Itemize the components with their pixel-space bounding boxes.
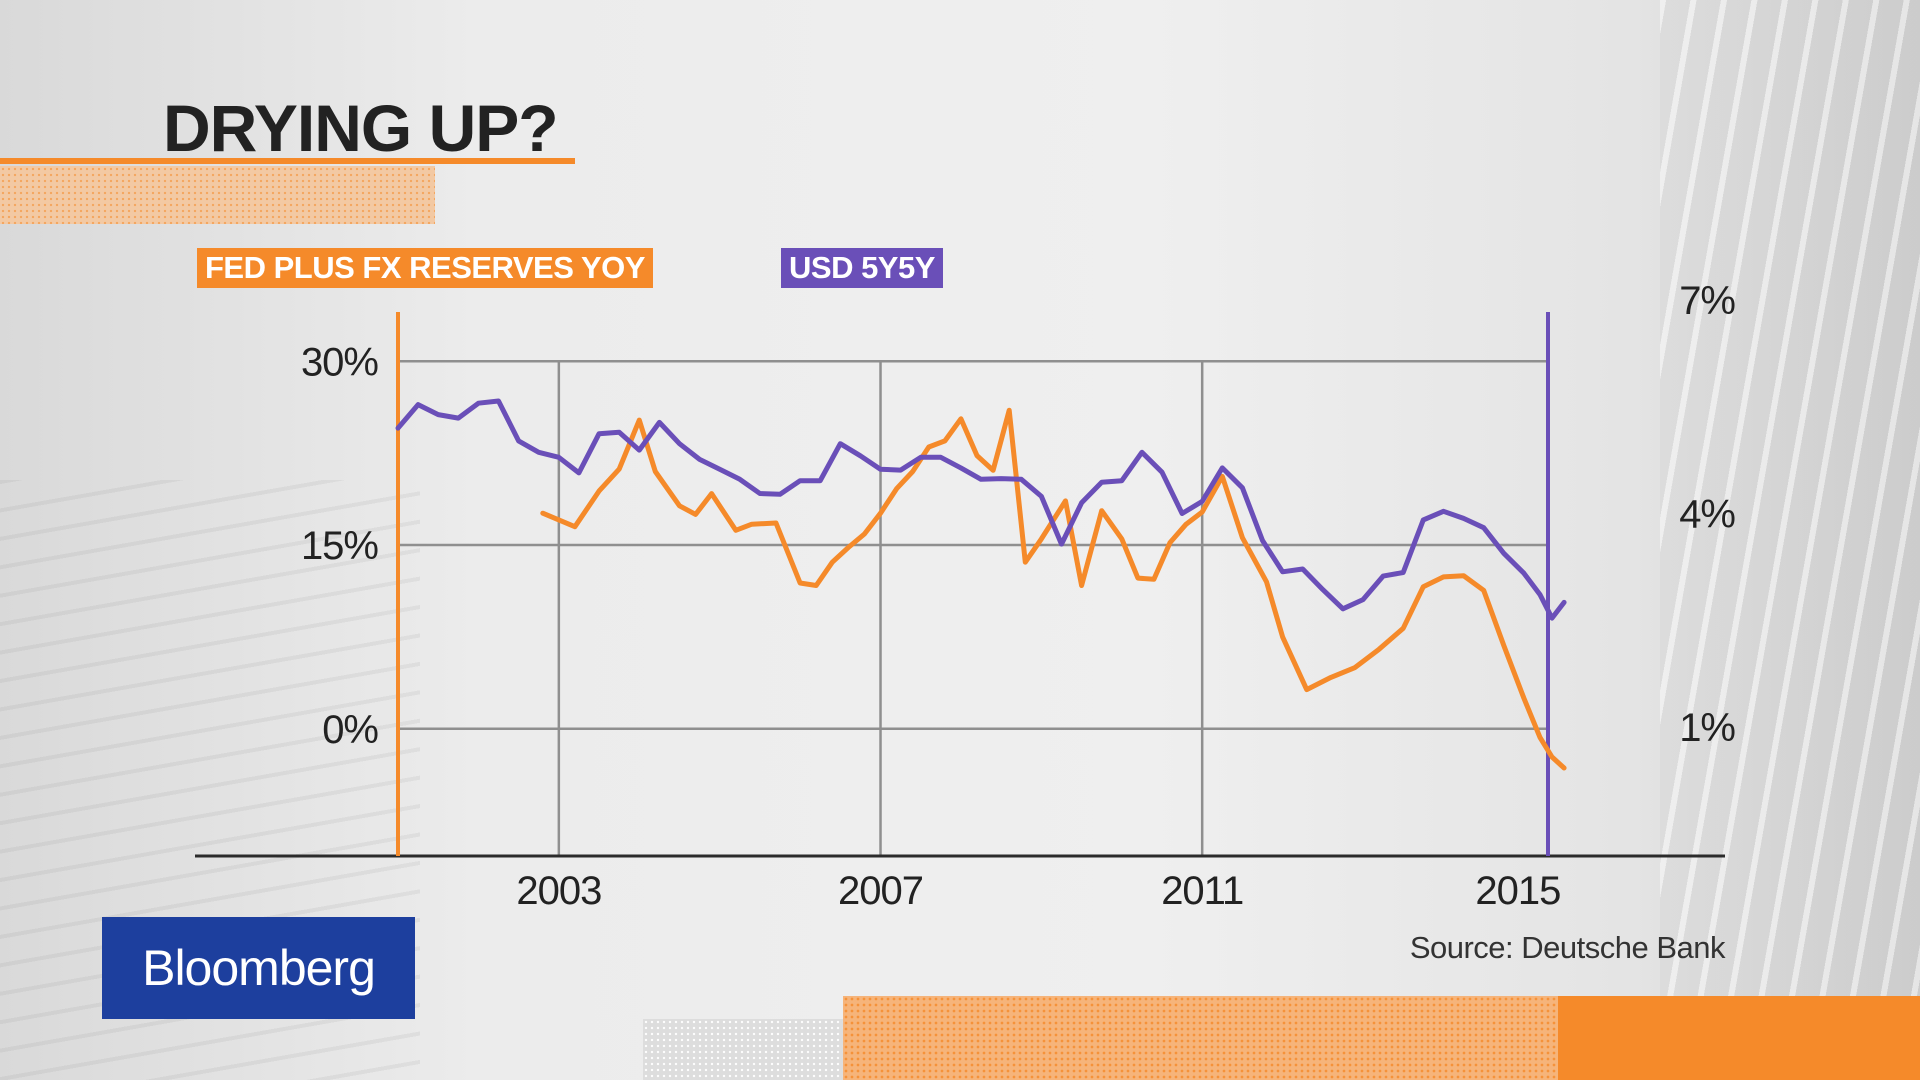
- label-layer: 30% 15% 0% 7% 4% 1% 2003 2007 2011 2015 Source: De…: [301, 279, 1736, 965]
- footer-orange-dot-pattern: [843, 996, 1558, 1080]
- y-left-tick-label: 15%: [301, 524, 378, 568]
- chart-title: DRYING UP?: [163, 91, 559, 165]
- y-left-tick-label: 30%: [301, 340, 378, 384]
- series-layer: [395, 398, 1567, 771]
- axis-layer: [195, 312, 1725, 858]
- y-right-tick-label: 1%: [1679, 706, 1735, 750]
- x-tick-label: 2011: [1161, 869, 1243, 913]
- source-note: Source: Deutsche Bank: [1410, 930, 1726, 965]
- bloomberg-logo: Bloomberg: [102, 917, 415, 1019]
- x-tick-label: 2015: [1475, 869, 1560, 913]
- y-left-tick-label: 0%: [322, 708, 378, 752]
- footer-orange-bar: [1558, 996, 1920, 1080]
- title-dot-pattern: [0, 166, 435, 224]
- footer-grey-dot-pattern: [643, 1019, 843, 1080]
- background-building-right: [1660, 0, 1920, 1000]
- x-tick-label: 2007: [838, 869, 923, 913]
- legend-fed-plus-fx-reserves: FED PLUS FX RESERVES YOY: [197, 248, 653, 288]
- x-tick-label: 2003: [516, 869, 601, 913]
- grid-layer: [398, 360, 1548, 856]
- y-right-tick-label: 7%: [1679, 279, 1735, 323]
- title-underline: [0, 158, 575, 164]
- y-right-tick-label: 4%: [1679, 492, 1735, 536]
- series-line-usd-5y5y: [395, 398, 1567, 621]
- series-line-fed-plus-fx-reserves: [540, 407, 1567, 771]
- legend-usd-5y5y: USD 5Y5Y: [781, 248, 943, 288]
